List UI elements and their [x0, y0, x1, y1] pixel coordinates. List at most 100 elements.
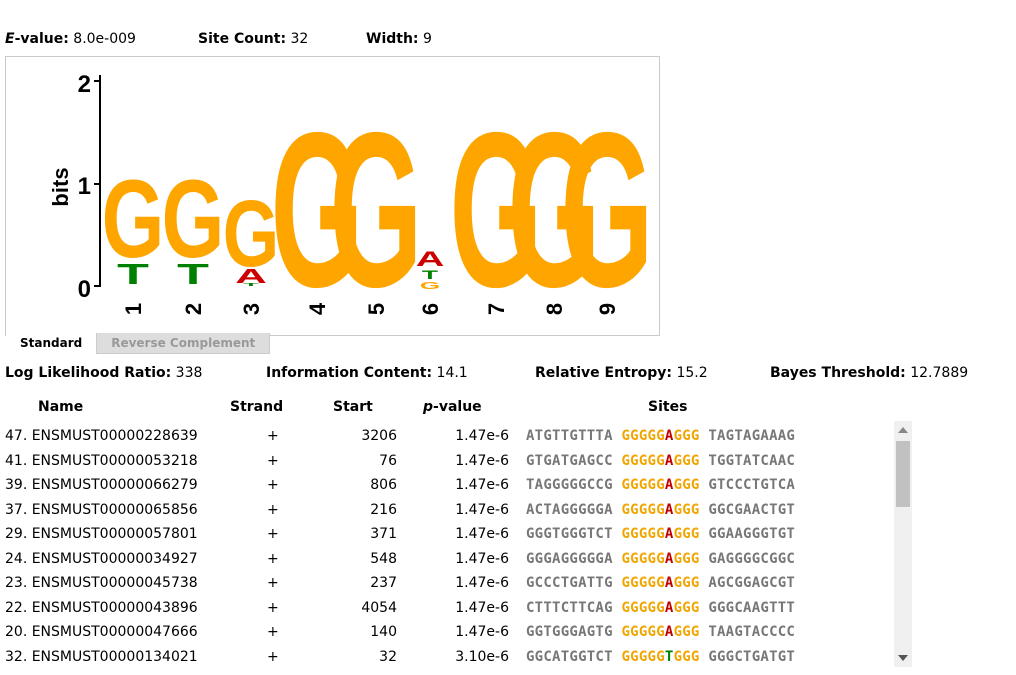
logo-letter-pos2-G: G: [162, 158, 225, 281]
row-name: 23. ENSMUST00000045738: [5, 575, 198, 591]
site-motif-variant: A: [664, 575, 674, 591]
logo-letter-pos3-G: G: [223, 181, 279, 286]
site-motif-part1: GGGGG: [621, 575, 665, 591]
site-count-value: 32: [290, 31, 309, 47]
site-sequence: GCCCTGATTG GGGGGAGGG AGCGGAGCGT: [526, 571, 795, 595]
row-strand: +: [267, 477, 279, 493]
site-right-flank: GAGGGGCGGC: [708, 550, 796, 567]
ic-label: Information Content:: [266, 365, 433, 381]
site-left-flank: TAGGGGGCCG: [526, 477, 613, 493]
row-strand: +: [267, 452, 279, 469]
row-start: 806: [370, 477, 397, 493]
site-left-flank: GGGAGGGGGA: [526, 550, 613, 567]
sites-table-left: 47. ENSMUST00000228639 +3206 1.47e-6 41. EN…: [5, 424, 525, 674]
row-pvalue: 1.47e-6: [455, 550, 509, 567]
logo-pos-label-9: 9: [595, 303, 620, 315]
site-right-flank: GGAAGGGTGT: [708, 526, 796, 542]
row-pvalue: 1.47e-6: [455, 599, 509, 616]
site-motif-part2: GGG: [673, 550, 700, 567]
table-row: 24. ENSMUST00000034927 +548 1.47e-6: [5, 547, 520, 571]
table-row: 29. ENSMUST00000057801 +371 1.47e-6: [5, 522, 520, 546]
tab-reverse-complement[interactable]: Reverse Complement: [96, 333, 271, 354]
logo-letter-pos8-G: G: [507, 86, 600, 333]
col-header-name[interactable]: Name: [38, 399, 84, 415]
width-value: 9: [422, 31, 432, 47]
logo-pos-label-7: 7: [484, 303, 509, 315]
site-sequence: TAGGGGGCCG GGGGGAGGG GTCCCTGTCA: [526, 473, 795, 497]
site-count-label: Site Count:: [198, 31, 287, 47]
table-row: 41. ENSMUST00000053218 +76 1.47e-6: [5, 449, 520, 473]
table-row: 32. ENSMUST00000134021 +32 3.10e-6: [5, 645, 520, 669]
row-start: 548: [370, 550, 397, 567]
llr-stat: Log Likelihood Ratio: 338: [5, 365, 202, 381]
site-motif-part1: GGGGG: [621, 550, 665, 567]
row-pvalue: 1.47e-6: [455, 452, 509, 469]
row-name: 32. ENSMUST00000134021: [5, 648, 198, 665]
row-name: 39. ENSMUST00000066279: [5, 477, 198, 493]
sequence-logo: 2 1 0 bits T G T G T A G G G G T A G: [48, 71, 654, 333]
row-strand: +: [267, 599, 279, 616]
row-name: 22. ENSMUST00000043896: [5, 599, 198, 616]
site-left-flank: GGCATGGTCT: [526, 648, 613, 665]
site-right-flank: TAGTAGAAAG: [708, 428, 796, 444]
logo-letter-pos9-G: G: [560, 86, 653, 333]
logo-letter-pos4-G: G: [270, 86, 363, 333]
site-left-flank: ACTAGGGGGA: [526, 501, 613, 518]
site-motif-variant: A: [664, 428, 674, 444]
row-strand: +: [267, 550, 279, 567]
scroll-up-icon[interactable]: [898, 427, 908, 433]
site-left-flank: GTGATGAGCC: [526, 452, 613, 469]
table-row: 39. ENSMUST00000066279 +806 1.47e-6: [5, 473, 520, 497]
row-pvalue: 3.10e-6: [455, 648, 509, 665]
col-header-start[interactable]: Start: [333, 399, 373, 415]
logo-x-labels: 1 2 3 4 5 6 7 8 9: [121, 302, 620, 315]
row-start: 216: [370, 501, 397, 518]
sequence-logo-panel: 2 1 0 bits T G T G T A G G G G T A G: [5, 56, 660, 336]
site-motif-part2: GGG: [673, 428, 700, 444]
bayes-stat: Bayes Threshold: 12.7889: [770, 365, 968, 381]
scrollbar-thumb[interactable]: [896, 441, 910, 507]
row-strand: +: [267, 526, 279, 542]
col-header-pvalue[interactable]: p-value: [423, 399, 482, 415]
ic-stat: Information Content: 14.1: [266, 365, 468, 381]
logo-pos-label-1: 1: [121, 303, 146, 315]
site-motif-variant: A: [664, 550, 674, 567]
row-pvalue: 1.47e-6: [455, 526, 509, 542]
tab-standard[interactable]: Standard: [6, 333, 97, 353]
sites-table-sequences: ATGTTGTTTA GGGGGAGGG TAGTAGAAAG GTGATGAGC…: [520, 424, 892, 674]
row-start: 237: [370, 575, 397, 591]
site-motif-part1: GGGGG: [621, 624, 665, 640]
logo-pos-label-3: 3: [239, 303, 264, 315]
ic-value: 14.1: [436, 365, 468, 381]
site-motif-part1: GGGGG: [621, 452, 665, 469]
site-motif-variant: T: [664, 648, 674, 665]
scroll-down-icon[interactable]: [898, 655, 908, 661]
row-strand: +: [267, 575, 279, 591]
table-row: 22. ENSMUST00000043896 +4054 1.47e-6: [5, 596, 520, 620]
row-pvalue: 1.47e-6: [455, 477, 509, 493]
site-motif-part2: GGG: [673, 599, 700, 616]
row-name: 41. ENSMUST00000053218: [5, 452, 198, 469]
site-motif-part1: GGGGG: [621, 477, 665, 493]
site-left-flank: GGTGGGAGTG: [526, 624, 613, 640]
site-count-stat: Site Count: 32: [198, 31, 308, 47]
col-header-strand[interactable]: Strand: [230, 399, 284, 415]
row-pvalue: 1.47e-6: [455, 501, 509, 518]
site-motif-variant: A: [664, 452, 674, 469]
row-start: 371: [370, 526, 397, 542]
row-start: 4054: [361, 599, 397, 616]
width-label: Width:: [366, 31, 419, 47]
site-sequence: ACTAGGGGGA GGGGGAGGG GGCGAACTGT: [526, 498, 795, 522]
site-right-flank: GGCGAACTGT: [708, 501, 796, 518]
site-sequence: GGCATGGTCT GGGGGTGGG GGGCTGATGT: [526, 645, 795, 669]
site-sequence: CTTTCTTCAG GGGGGAGGG GGGCAAGTTT: [526, 596, 795, 620]
site-sequence: GGTGGGAGTG GGGGGAGGG TAAGTACCCC: [526, 620, 795, 644]
logo-tabs: Standard Reverse Complement: [6, 333, 271, 354]
site-sequence: GGGTGGGTCT GGGGGAGGG GGAAGGGTGT: [526, 522, 795, 546]
sites-scrollbar[interactable]: [894, 421, 912, 667]
llr-value: 338: [175, 365, 203, 381]
re-label: Relative Entropy:: [535, 365, 672, 381]
site-left-flank: CTTTCTTCAG: [526, 599, 613, 616]
col-header-sites[interactable]: Sites: [648, 399, 688, 415]
evalue-value: 8.0e-009: [73, 31, 136, 47]
